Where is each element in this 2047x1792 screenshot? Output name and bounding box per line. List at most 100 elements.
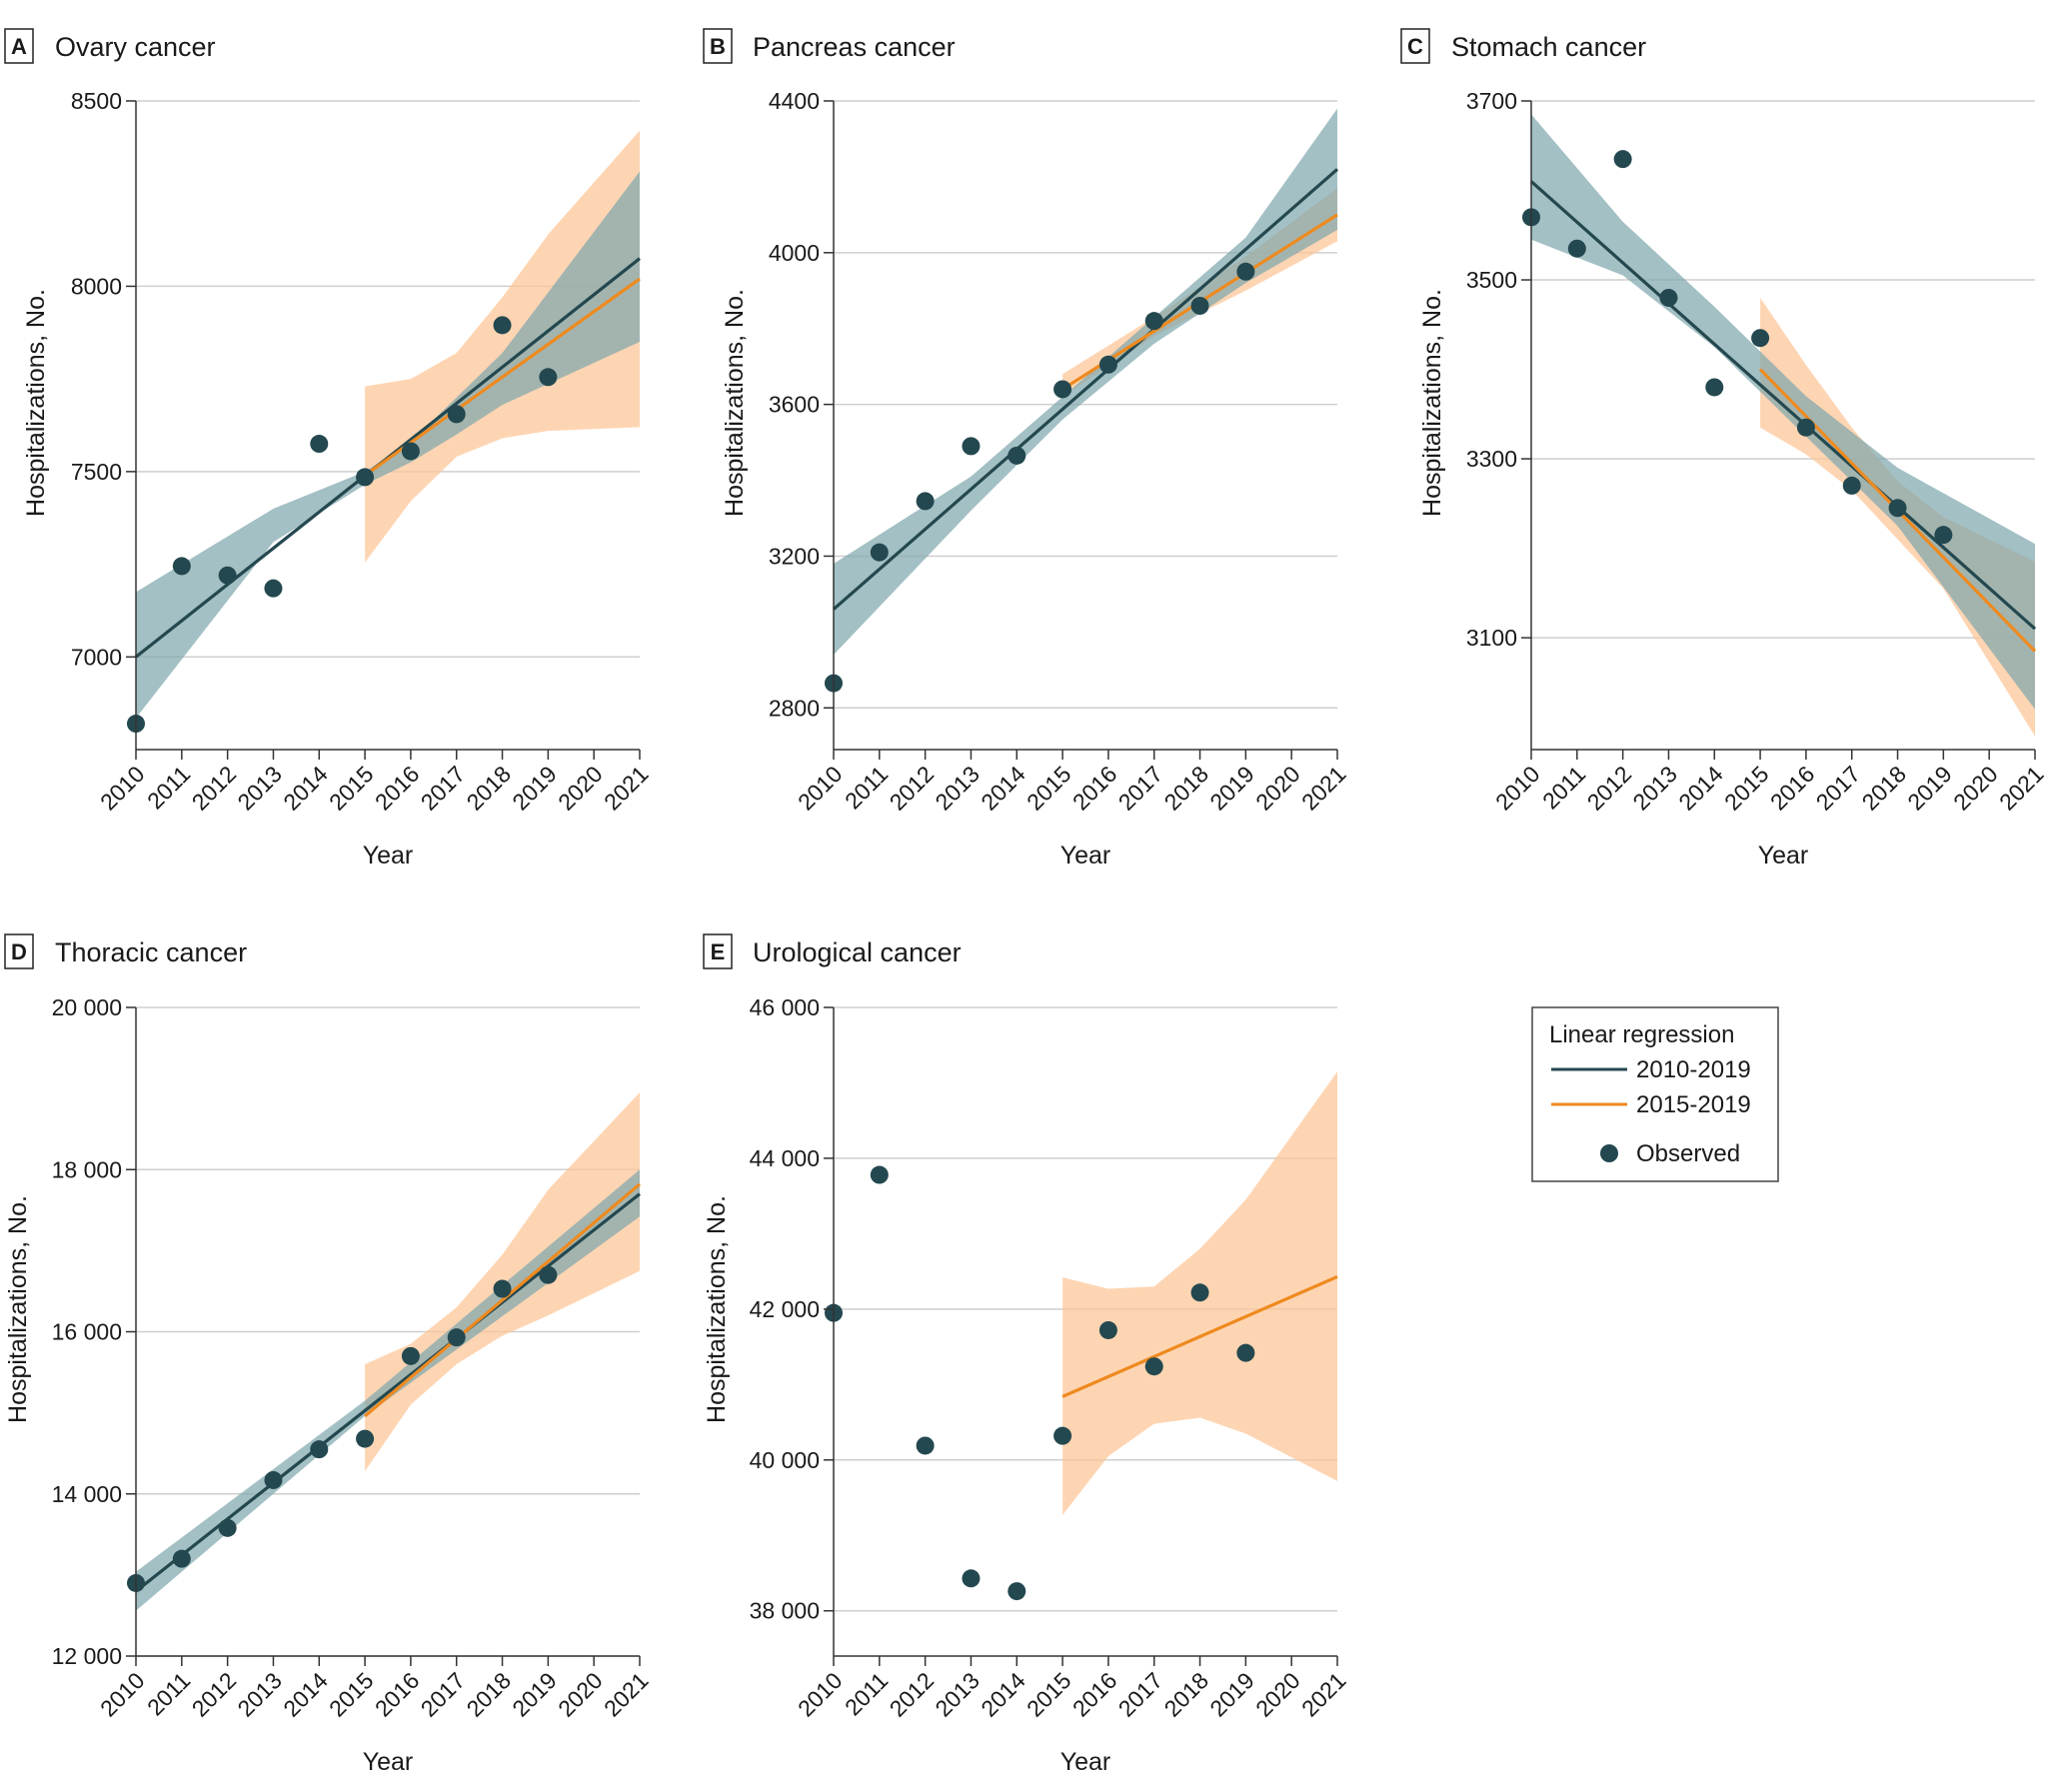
- fit-line-2015-2019: [364, 1182, 642, 1418]
- x-tick-label: 2021: [599, 1667, 654, 1722]
- legend-title: Linear regression: [1549, 1021, 1734, 1048]
- y-tick-label: 4000: [769, 240, 820, 266]
- x-tick-label: 2014: [976, 1667, 1030, 1722]
- x-tick-label: 2011: [840, 761, 893, 814]
- x-tick-label: 2015: [1022, 761, 1076, 816]
- panel-letter-box: [4, 933, 34, 969]
- observed-point: [264, 1470, 283, 1489]
- observed-point: [1888, 499, 1907, 518]
- observed-point: [310, 435, 329, 454]
- observed-point: [264, 579, 283, 598]
- legend-label-2010-2019: 2010-2019: [1636, 1056, 1751, 1083]
- x-tick-label: 2014: [976, 761, 1030, 816]
- ci-band-2010-2019: [1531, 114, 2035, 710]
- y-tick-label: 16 000: [52, 1319, 122, 1345]
- observed-point: [1236, 1343, 1255, 1362]
- x-tick-label: 2010: [793, 1667, 848, 1722]
- x-tick-label: 2021: [1296, 761, 1351, 816]
- panel-title: Pancreas cancer: [753, 32, 956, 62]
- x-tick-label: 2012: [187, 761, 242, 816]
- observed-point: [539, 368, 558, 387]
- y-tick-label: 14 000: [52, 1481, 122, 1507]
- y-tick-label: 4400: [769, 88, 820, 114]
- y-tick-label: 46 000: [750, 994, 820, 1020]
- observed-point: [1008, 446, 1026, 465]
- observed-point: [1934, 526, 1953, 545]
- y-tick-label: 3700: [1466, 88, 1517, 114]
- observed-point: [1190, 1283, 1209, 1302]
- observed-point: [356, 468, 375, 487]
- observed-point: [870, 543, 889, 562]
- y-tick-label: 38 000: [750, 1598, 820, 1624]
- x-axis-label: Year: [1758, 842, 1809, 870]
- y-axis-label: Hospitalizations, No.: [721, 289, 749, 517]
- legend-box: [1531, 1006, 1779, 1182]
- panel-letter-box: [4, 28, 34, 64]
- x-tick-label: 2019: [1902, 761, 1957, 816]
- panel-e: E Urological cancer Hospitalizations, No…: [703, 933, 1110, 1776]
- panel-letter-box: [1400, 28, 1430, 64]
- fit-line-2015-2019: [1061, 1274, 1338, 1398]
- observed-point: [1144, 312, 1163, 331]
- x-tick-label: 2017: [1113, 1667, 1168, 1722]
- observed-point: [1190, 296, 1209, 315]
- x-axis-label: Year: [363, 842, 414, 870]
- x-tick-label: 2013: [232, 1667, 287, 1722]
- legend-marker-observed: [1600, 1144, 1618, 1162]
- panel-letter-box: [703, 933, 733, 969]
- panel-a: A Ovary cancer Hospitalizations, No. Yea…: [4, 28, 414, 870]
- observed-point: [1053, 380, 1072, 399]
- x-tick-label: 2015: [324, 761, 379, 816]
- y-axis-label: Hospitalizations, No.: [4, 1195, 32, 1423]
- x-tick-label: 2014: [1673, 761, 1728, 816]
- observed-point: [401, 442, 420, 461]
- panel-letter: C: [1407, 34, 1423, 59]
- x-tick-label: 2016: [1765, 761, 1820, 816]
- observed-point: [539, 1265, 558, 1284]
- observed-point: [1659, 288, 1678, 307]
- x-tick-label: 2017: [416, 1667, 471, 1722]
- observed-point: [493, 316, 512, 335]
- panel-letter: D: [11, 939, 27, 964]
- x-tick-label: 2021: [1296, 1667, 1351, 1722]
- panel-c: C Stomach cancer Hospitalizations, No. Y…: [1400, 28, 1809, 870]
- x-tick-label: 2013: [930, 1667, 985, 1722]
- y-tick-label: 8000: [71, 273, 122, 299]
- x-tick-label: 2018: [1857, 761, 1912, 816]
- x-tick-label: 2013: [1627, 761, 1682, 816]
- panel-title: Stomach cancer: [1451, 32, 1646, 62]
- panel-letter: E: [711, 939, 726, 964]
- observed-point: [1796, 418, 1815, 437]
- x-axis-label: Year: [363, 1748, 414, 1776]
- y-tick-label: 42 000: [750, 1296, 820, 1322]
- x-tick-label: 2018: [462, 761, 517, 816]
- x-tick-label: 2017: [1811, 761, 1866, 816]
- x-tick-label: 2020: [1250, 761, 1305, 816]
- x-tick-label: 2016: [1067, 761, 1122, 816]
- observed-point: [1008, 1582, 1026, 1601]
- x-tick-label: 2016: [370, 1667, 425, 1722]
- y-tick-label: 18 000: [52, 1156, 122, 1182]
- legend-label-observed: Observed: [1636, 1140, 1740, 1167]
- x-tick-label: 2016: [1067, 1667, 1122, 1722]
- x-tick-label: 2021: [1994, 761, 2047, 816]
- observed-point: [1098, 1320, 1117, 1339]
- observed-point: [962, 437, 981, 456]
- y-axis-label: Hospitalizations, No.: [703, 1195, 731, 1423]
- x-tick-label: 2019: [1204, 1667, 1259, 1722]
- panel-title: Urological cancer: [753, 937, 962, 967]
- x-tick-label: 2018: [1159, 761, 1214, 816]
- x-tick-label: 2014: [278, 1667, 333, 1722]
- x-axis-label: Year: [1060, 842, 1111, 870]
- plot-b: 2800 3200 3600 4000 4400 20102011201220132014…: [769, 88, 1351, 816]
- observed-point: [916, 492, 935, 511]
- x-tick-label: 2010: [1490, 761, 1545, 816]
- observed-point: [870, 1165, 889, 1184]
- observed-point: [310, 1440, 329, 1459]
- x-tick-label: 2015: [1719, 761, 1774, 816]
- observed-point: [493, 1279, 512, 1298]
- observed-point: [1842, 476, 1861, 495]
- x-tick-label: 2019: [1204, 761, 1259, 816]
- y-tick-label: 3200: [769, 543, 820, 569]
